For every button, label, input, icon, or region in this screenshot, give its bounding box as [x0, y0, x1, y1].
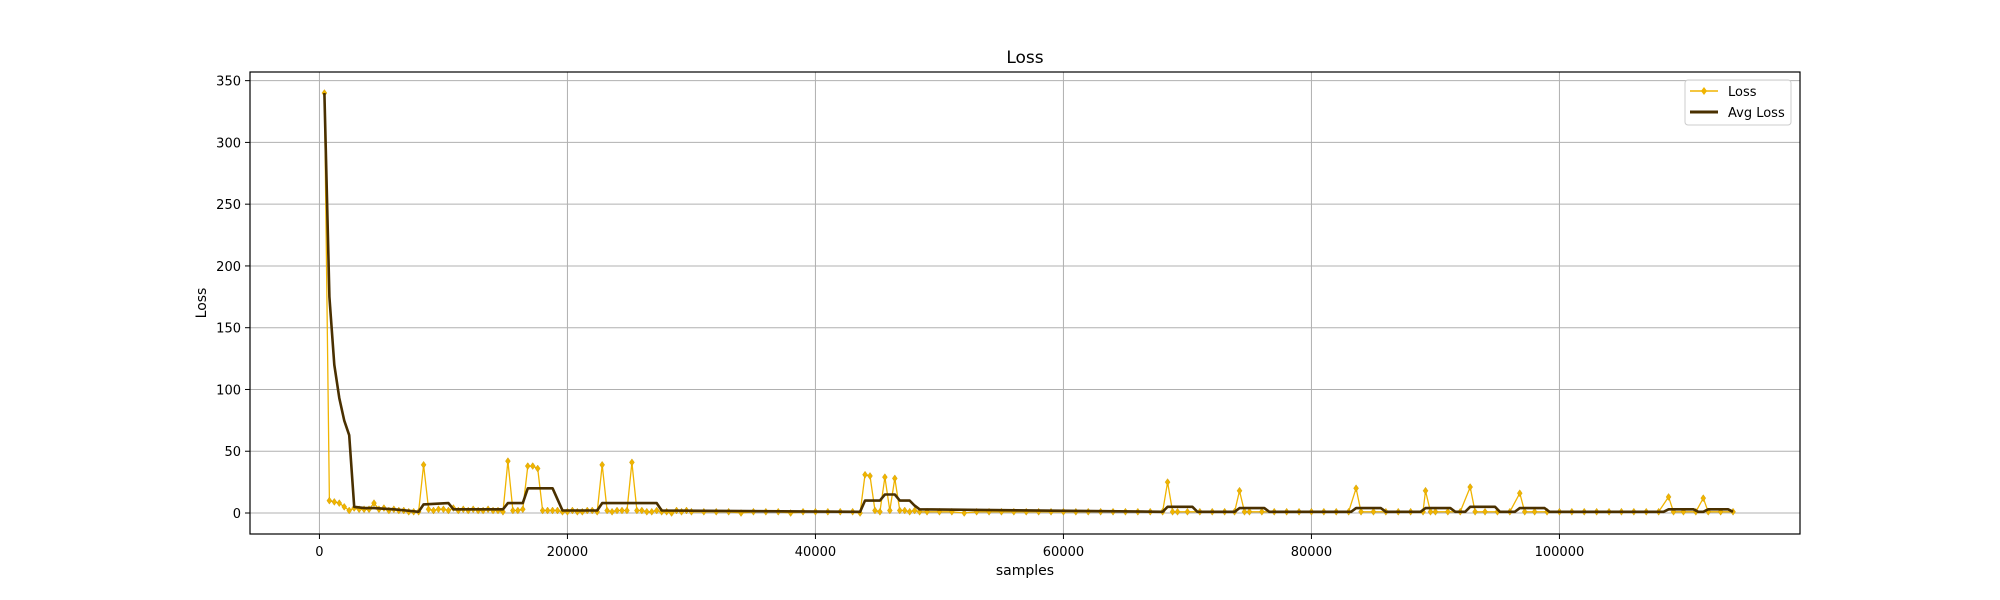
plot-frame [249, 71, 1801, 535]
axis-ticks: 0 20000 40000 60000 80000 100000 0 50 100 150 200 2… [216, 75, 1584, 560]
loss-point [1241, 507, 1248, 516]
loss-point [901, 506, 908, 515]
loss-point [1700, 494, 1707, 503]
loss-point [371, 499, 377, 507]
loss-point [614, 506, 620, 515]
loss-point [1445, 507, 1451, 516]
loss-point [1236, 486, 1243, 495]
loss-point [887, 506, 893, 515]
loss-point [544, 506, 551, 515]
loss-point [609, 507, 615, 516]
loss-point [510, 506, 516, 515]
loss-point [629, 458, 635, 467]
loss-point [549, 506, 556, 515]
loss-point [1353, 484, 1359, 493]
y-tick-label: 100 [216, 383, 241, 398]
loss-point [534, 464, 541, 473]
loss-point [1370, 507, 1377, 516]
x-tick-label: 60000 [1043, 545, 1084, 560]
y-tick-label: 50 [224, 445, 241, 460]
loss-point [897, 506, 903, 515]
y-tick-label: 300 [216, 136, 241, 151]
loss-point [341, 502, 347, 511]
chart-title: Loss [1006, 48, 1043, 68]
legend-label-avg-loss: Avg Loss [1728, 106, 1785, 121]
loss-point [326, 496, 333, 505]
loss-point [877, 507, 883, 516]
loss-point [515, 506, 521, 515]
x-tick-label: 100000 [1535, 545, 1585, 560]
loss-point [882, 473, 888, 482]
loss-point [649, 507, 655, 516]
avg-loss-series-line [323, 92, 1734, 514]
loss-point [1531, 507, 1538, 516]
y-tick-label: 200 [216, 260, 241, 275]
loss-point [435, 505, 442, 514]
loss-point [644, 507, 650, 516]
loss-point [634, 506, 640, 515]
loss-point [529, 462, 536, 470]
loss-point [336, 499, 343, 507]
series-layer [321, 89, 1736, 517]
loss-point [1665, 493, 1672, 501]
loss-point [867, 472, 873, 480]
loss-point [1432, 507, 1439, 516]
loss-point [624, 506, 630, 515]
loss-point [520, 505, 526, 514]
y-tick-label: 150 [216, 322, 241, 337]
loss-point [1482, 507, 1488, 516]
loss-point [505, 457, 511, 465]
loss-point [1184, 507, 1191, 516]
x-tick-label: 0 [315, 545, 323, 560]
grid-lines [250, 72, 1800, 534]
loss-point [1259, 507, 1265, 516]
loss-point [1467, 483, 1473, 491]
loss-point [346, 506, 352, 515]
loss-point [599, 460, 605, 469]
loss-point [1422, 486, 1429, 495]
loss-point [1358, 507, 1364, 516]
loss-point [1517, 489, 1523, 498]
x-tick-label: 40000 [795, 545, 836, 560]
loss-point [525, 462, 531, 470]
loss-point [906, 507, 913, 516]
loss-point [619, 506, 625, 515]
loss-point [1169, 507, 1176, 516]
loss-point [331, 498, 338, 506]
loss-point [604, 506, 610, 515]
x-axis-label: samples [996, 563, 1054, 579]
loss-point [420, 460, 427, 469]
loss-point [1427, 507, 1434, 516]
loss-point [911, 506, 918, 515]
loss-point [445, 506, 452, 515]
legend-label-loss: Loss [1728, 85, 1757, 100]
loss-series-markers [321, 89, 1736, 517]
x-tick-label: 20000 [547, 545, 588, 560]
loss-point [872, 506, 878, 515]
loss-point [430, 506, 437, 515]
loss-point [1246, 507, 1253, 516]
loss-point [440, 505, 447, 514]
legend-marker-loss [1701, 87, 1707, 95]
loss-point [639, 506, 645, 515]
loss-point [653, 506, 660, 515]
loss-point [1472, 507, 1478, 516]
legend: Loss Avg Loss [1684, 79, 1792, 126]
loss-point [892, 474, 898, 483]
y-axis-label: Loss [194, 288, 210, 319]
y-tick-label: 250 [216, 198, 241, 213]
loss-point [1174, 507, 1181, 516]
loss-point [539, 506, 546, 515]
y-tick-label: 350 [216, 75, 241, 90]
loss-point [425, 505, 432, 514]
loss-point [961, 509, 967, 517]
loss-point [862, 470, 868, 479]
loss-point [554, 506, 561, 515]
y-tick-label: 0 [233, 507, 241, 522]
loss-point [1521, 507, 1528, 516]
x-tick-label: 80000 [1291, 545, 1332, 560]
loss-point [1164, 478, 1171, 486]
loss-series-line [323, 92, 1733, 514]
